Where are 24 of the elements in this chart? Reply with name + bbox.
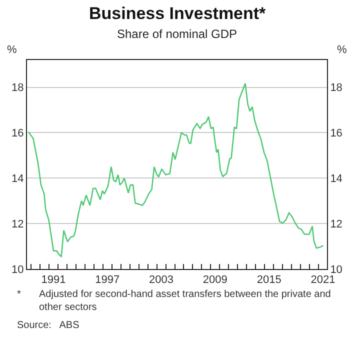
x-tick-label: 2015 [256, 274, 282, 286]
y-tick-label: 14 [12, 172, 24, 185]
y-axis-title: % [7, 44, 17, 56]
y-tick-label: 10 [12, 264, 24, 276]
text: Adjusted for second-hand asset transfers between the private and other sectors [39, 289, 331, 313]
y2-tick-label: 18 [330, 82, 342, 94]
y-tick-label: 12 [12, 218, 24, 230]
y-tick-label: 18 [12, 82, 24, 94]
line-series [28, 82, 324, 258]
y2-tick-label: 14 [330, 172, 342, 185]
x-tick-label: 2021 [310, 274, 336, 286]
chart-title: Business Investment* [89, 4, 266, 23]
y-tick-label: 16 [12, 128, 24, 140]
x-tick-label: 2009 [202, 274, 228, 286]
text: * [17, 289, 21, 300]
source-note: Source: ABS [17, 320, 80, 331]
y2-tick-label: 16 [330, 128, 342, 140]
x-tick-label: 1997 [95, 274, 120, 286]
chart-subtitle: Share of nominal GDP [117, 27, 238, 41]
y2-axis-title: % [337, 44, 347, 56]
x-tick-label: 2003 [149, 274, 174, 286]
y2-tick-label: 10 [330, 264, 342, 276]
y2-tick-label: 12 [330, 218, 342, 230]
x-tick-label: 1991 [41, 274, 66, 286]
